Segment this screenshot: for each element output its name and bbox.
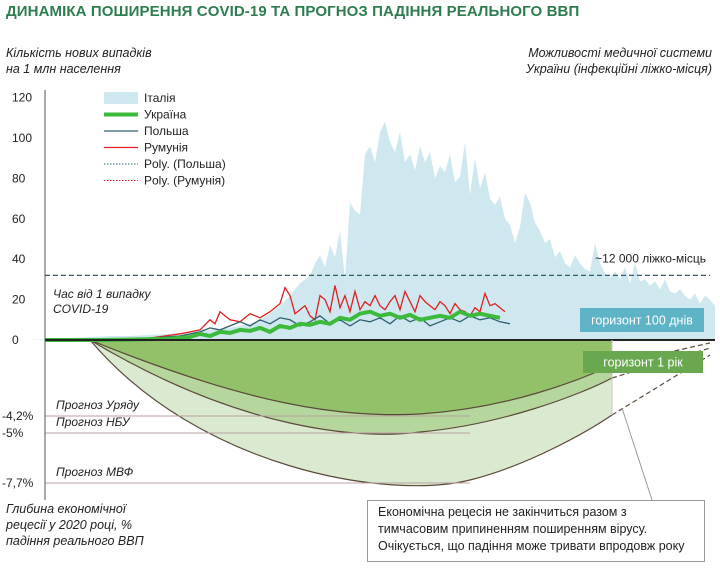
legend-entry: Poly. (Польша)	[144, 157, 226, 171]
gdp-imf-curve	[89, 339, 613, 487]
ukraine-line	[45, 309, 501, 342]
legend-entry: Україна	[144, 108, 187, 122]
time-since-label: Час від 1 випадку	[53, 287, 152, 301]
gdp-forecast-label: Прогноз Уряду	[56, 398, 140, 412]
left-axis-label-line1: Кількість нових випадків	[6, 46, 152, 60]
horizon-year-label: горизонт 1 рік	[603, 356, 683, 370]
y-tick-label: 0	[12, 333, 19, 347]
right-axis-label-line1: Можливості медичної системи	[528, 46, 712, 60]
gdp-forecast-value: -7,7%	[2, 476, 34, 490]
gdp-forecast-value: -5%	[2, 426, 24, 440]
gdp-forecast-label: Прогноз НБУ	[56, 415, 131, 429]
y-tick-label: 60	[12, 212, 26, 226]
gdp-forecast-value: -4,2%	[2, 409, 34, 423]
callout-line2: тимчасовим припиненням поширенням вірусу…	[378, 522, 648, 536]
legend-entry: Італія	[144, 91, 176, 105]
callout-pointer	[621, 407, 653, 501]
horizon-100-badge	[580, 308, 704, 332]
legend-entry: Польша	[144, 124, 189, 138]
bottom-axis-label-line1: Глибина економічної	[6, 502, 126, 516]
right-axis-label: Можливості медичної системи України (інф…	[526, 45, 712, 77]
italy-area	[0, 121, 715, 340]
y-tick-label: 120	[12, 91, 32, 105]
left-axis-label: Кількість нових випадків на 1 млн населе…	[6, 45, 152, 77]
legend-swatch-italy	[104, 92, 138, 104]
legend-entry: Румунія	[144, 141, 188, 155]
right-axis-label-line2: України (інфекційні ліжко-місця)	[525, 62, 712, 76]
gdp-forecast-label: Прогноз МВФ	[56, 465, 134, 479]
bottom-axis-label: Глибина економічної рецесії у 2020 році,…	[6, 501, 144, 549]
horizon-year-badge	[583, 351, 703, 373]
gdp-imf-extension	[611, 354, 711, 416]
gdp-gov-curve	[89, 339, 613, 416]
recession-callout: Економічна рецесія не закінчиться разом …	[367, 500, 705, 562]
callout-line3: Очікується, що падіння може тривати впро…	[378, 539, 685, 553]
gdp-gov-area	[90, 340, 612, 415]
time-since-label: COVID-19	[53, 302, 109, 316]
callout-line1: Економічна рецесія не закінчиться разом …	[378, 505, 627, 519]
capacity-label: ~12 000 ліжко-місць	[595, 251, 706, 265]
y-tick-label: 80	[12, 171, 26, 185]
bottom-axis-label-line3: падіння реального ВВП	[6, 534, 144, 548]
left-axis-label-line2: на 1 млн населення	[6, 62, 121, 76]
y-tick-label: 100	[12, 131, 32, 145]
romania-line	[44, 285, 506, 341]
chart-title: ДИНАМІКА ПОШИРЕННЯ COVID-19 ТА ПРОГНОЗ П…	[6, 3, 580, 20]
legend-entry: Poly. (Румунія)	[144, 174, 225, 188]
y-tick-label: 20	[12, 293, 26, 307]
horizon-100-label: горизонт 100 днів	[591, 314, 693, 328]
y-tick-label: 40	[12, 252, 26, 266]
bottom-axis-label-line2: рецесії у 2020 році, %	[6, 518, 133, 532]
